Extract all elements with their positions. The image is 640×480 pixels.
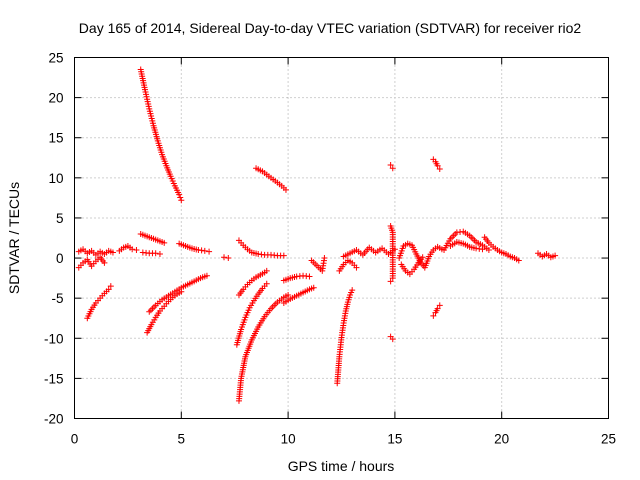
data-point: [321, 255, 328, 262]
data-point: [349, 287, 356, 294]
x-tick-label: 0: [71, 432, 79, 447]
x-tick-label: 15: [387, 432, 402, 447]
data-point: [310, 284, 317, 291]
y-tick-label: 25: [48, 51, 63, 66]
data-point: [201, 247, 208, 254]
data-point: [221, 254, 228, 261]
data-point: [225, 255, 232, 262]
data-point: [133, 247, 140, 254]
data-point: [419, 254, 426, 261]
data-point: [109, 249, 116, 256]
data-point: [280, 252, 287, 259]
plot-frame: [74, 57, 609, 419]
x-axis-label: GPS time / hours: [288, 458, 395, 474]
data-point: [353, 264, 360, 271]
data-point: [479, 246, 486, 253]
data-point-interp: [177, 194, 184, 201]
data-point: [161, 239, 168, 246]
data-point: [203, 272, 210, 279]
data-point: [176, 191, 183, 198]
chart-title: Day 165 of 2014, Sidereal Day-to-day VTE…: [79, 20, 582, 36]
data-point: [178, 197, 185, 204]
x-tick-label: 25: [601, 432, 616, 447]
grid: [74, 57, 609, 419]
y-tick-label: -20: [44, 412, 64, 427]
data-point: [434, 162, 441, 169]
axis-ticks: 0 5 10 15 20 25 -20 -15 -10 -5 0 5 10 15 20 25: [44, 51, 616, 447]
y-tick-label: 15: [48, 131, 63, 146]
data-point: [430, 312, 437, 319]
data-point: [436, 302, 443, 309]
data-point: [129, 246, 136, 253]
data-point: [387, 278, 394, 285]
data-point: [101, 259, 108, 266]
data-point: [152, 250, 159, 257]
y-axis-label: SDTVAR / TECUs: [6, 182, 22, 294]
data-point: [515, 257, 522, 264]
data-point: [107, 283, 114, 290]
data-point: [434, 305, 441, 312]
data-point: [436, 166, 443, 173]
data-point: [263, 280, 270, 287]
data-point: [389, 336, 396, 343]
x-tick-label: 10: [281, 432, 296, 447]
x-tick-label: 20: [494, 432, 509, 447]
data-point: [285, 291, 292, 298]
data-point: [387, 161, 394, 168]
data-point: [282, 186, 289, 193]
y-tick-label: 5: [56, 211, 64, 226]
data-point: [552, 252, 559, 259]
data-point: [485, 247, 492, 254]
data-point: [389, 275, 396, 282]
y-tick-label: -5: [51, 291, 63, 306]
y-tick-label: -10: [44, 331, 64, 346]
y-tick-label: 10: [48, 171, 63, 186]
y-tick-label: 20: [48, 91, 63, 106]
data-point: [178, 288, 185, 295]
y-tick-label: -15: [44, 371, 64, 386]
data-point: [263, 267, 270, 274]
data-point: [105, 286, 112, 293]
data-point: [389, 165, 396, 172]
x-tick-label: 5: [178, 432, 186, 447]
data-point: [156, 251, 163, 258]
data-point: [306, 273, 313, 280]
data-point: [206, 248, 213, 255]
y-tick-label: 0: [56, 251, 64, 266]
data-points: [75, 66, 559, 404]
